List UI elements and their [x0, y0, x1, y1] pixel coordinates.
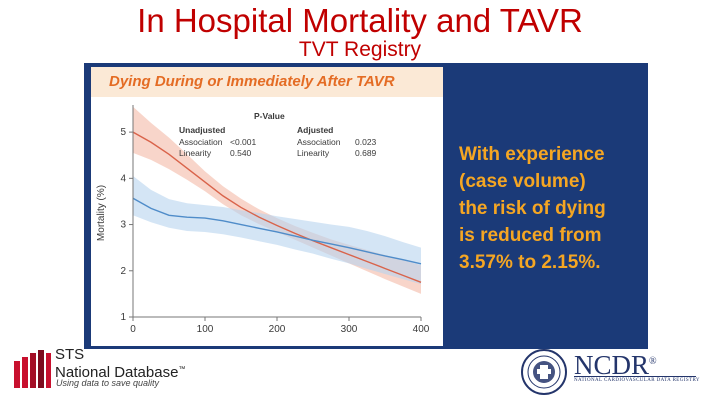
sts-db-text: National Database — [55, 364, 179, 381]
callout-line: With experience — [459, 144, 605, 165]
mortality-chart: 1 2 3 4 5 0 100 200 300 400 Mortality (%) P-Value Un… — [96, 105, 430, 335]
callout-line: 3.57% to 2.15%. — [459, 252, 601, 273]
adjusted-line — [132, 197, 422, 265]
y-tick-label: 5 — [120, 127, 126, 138]
ncdr-divider — [574, 376, 696, 377]
x-tick-label: 400 — [413, 324, 430, 335]
callout-line: (case volume) — [459, 171, 586, 192]
pvalue-row-value: 0.023 — [355, 137, 377, 147]
ncdr-tagline: NATIONAL CARDIOVASCULAR DATA REGISTRY — [574, 378, 700, 383]
slide-title: In Hospital Mortality and TAVR — [137, 2, 583, 39]
y-tick-label: 3 — [120, 220, 126, 231]
pvalue-group-name: Adjusted — [297, 125, 333, 135]
slide-subtitle: TVT Registry — [298, 38, 422, 61]
y-tick-label: 2 — [120, 266, 126, 277]
unadjusted-line — [132, 131, 422, 283]
y-tick-label: 4 — [120, 173, 126, 184]
ncdr-name: NCDR® — [574, 347, 657, 380]
pvalue-group-name: Unadjusted — [179, 125, 225, 135]
callout-line: is reduced from — [459, 225, 602, 246]
chart-header: Dying During or Immediately After TAVR — [91, 67, 443, 97]
x-tick-label: 100 — [197, 324, 214, 335]
pvalue-row-value: 0.689 — [355, 148, 377, 158]
callout-line: the risk of dying — [459, 198, 606, 219]
adjusted-ci-band — [133, 176, 421, 285]
chart-card: Dying During or Immediately After TAVR 1… — [91, 67, 443, 346]
y-tick-label: 1 — [120, 312, 126, 323]
pvalue-row-label: Linearity — [297, 148, 330, 158]
pvalue-heading: P-Value — [254, 111, 285, 121]
pvalue-row-value: 0.540 — [230, 148, 252, 158]
x-tick-label: 200 — [269, 324, 286, 335]
x-tick-label: 300 — [341, 324, 358, 335]
sts-tm: ™ — [178, 366, 186, 373]
sts-tagline: Using data to save quality — [56, 378, 160, 388]
pvalue-row-label: Association — [179, 137, 223, 147]
pvalue-row-value: <0.001 — [230, 137, 257, 147]
ncdr-seal-icon — [521, 349, 567, 395]
callout-text: With experience (case volume) the risk o… — [459, 141, 645, 276]
sts-name: STS — [55, 346, 85, 363]
sts-database-name: National Database™ — [55, 362, 185, 380]
pvalue-row-label: Association — [297, 137, 341, 147]
ncdr-reg: ® — [649, 356, 657, 367]
x-tick-label: 0 — [130, 324, 136, 335]
chart-title: Dying During or Immediately After TAVR — [109, 73, 395, 90]
pvalue-row-label: Linearity — [179, 148, 212, 158]
sts-logo-icon — [14, 350, 51, 388]
y-axis-label: Mortality (%) — [96, 185, 107, 241]
ncdr-name-text: NCDR — [574, 350, 650, 380]
